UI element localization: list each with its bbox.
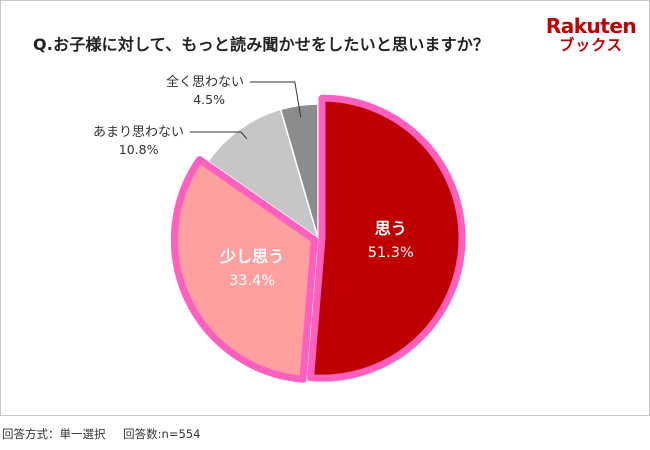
callout-line-3 (250, 81, 302, 118)
callout-value-3: 4.5% (193, 92, 225, 107)
callout-value-2: 10.8% (119, 142, 159, 157)
pie-slices (170, 94, 466, 383)
rakuten-books-logo: Rakuten ブックス (545, 15, 637, 54)
callout-label-2: あまり思わない (93, 125, 184, 140)
answer-method: 回答方式：単一選択 (2, 427, 106, 441)
callout-label-3: 全く思わない (166, 74, 244, 90)
pie-chart: 思う 51.3% 少し思う 33.4% 全く思わない 4.5% あまり思わない 10.8% (93, 74, 466, 383)
question-title: Q.お子様に対して、もっと読み聞かせをしたいと思いますか？ (33, 35, 490, 54)
answer-count: 回答数:n=554 (123, 427, 201, 441)
pie-slice-1 (170, 156, 318, 383)
survey-footer: 回答方式：単一選択 回答数:n=554 (2, 426, 214, 442)
logo-text-bottom: ブックス (559, 36, 623, 54)
pie-slice-2 (207, 108, 319, 239)
slice-value-0: 51.3% (368, 245, 414, 261)
slice-label-1: 少し思う (219, 247, 284, 266)
slice-label-0: 思う (375, 219, 407, 238)
logo-text-top: Rakuten (545, 14, 637, 38)
callout-line-2 (190, 131, 248, 140)
slice-labels: 思う 51.3% 少し思う 33.4% 全く思わない 4.5% あまり思わない 10.8% (93, 74, 414, 289)
pie-slice-0 (307, 94, 466, 382)
slice-value-1: 33.4% (229, 273, 275, 289)
